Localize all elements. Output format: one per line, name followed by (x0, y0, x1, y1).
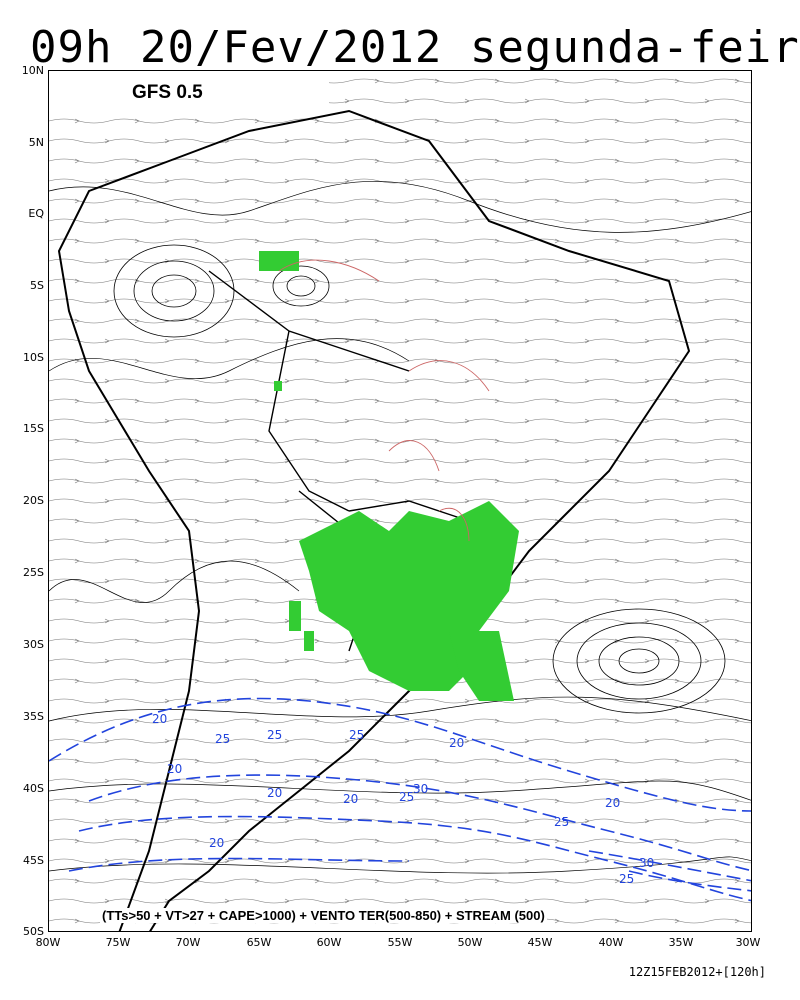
contour-label: 20 (449, 736, 464, 750)
lon-tick: 55W (387, 936, 413, 949)
lat-tick: 45S (23, 854, 44, 867)
vortex-north (113, 244, 330, 338)
lon-tick: 65W (246, 936, 272, 949)
contour-label: 20 (267, 786, 282, 800)
vortex-atlantic (552, 608, 726, 714)
lon-tick: 45W (527, 936, 553, 949)
contour-label: 25 (349, 728, 364, 742)
lon-tick: 70W (175, 936, 201, 949)
contour-label: 25 (399, 790, 414, 804)
map-legend: (TTs>50 + VT>27 + CAPE>1000) + VENTO TER… (100, 908, 547, 923)
lat-tick: 40S (23, 782, 44, 795)
lon-tick: 75W (105, 936, 131, 949)
lon-tick: 40W (598, 936, 624, 949)
lat-tick: EQ (28, 207, 44, 220)
run-timestamp: 12Z15FEB2012+[120h] (628, 965, 766, 979)
lon-tick: 80W (35, 936, 61, 949)
lat-tick: 25S (23, 566, 44, 579)
map-canvas: 20 25 20 25 25 20 20 20 25 30 20 25 30 2… (49, 71, 751, 931)
lat-tick: 10N (21, 64, 44, 77)
lat-tick: 5N (28, 136, 44, 149)
lat-tick: 50S (23, 925, 44, 938)
lat-tick: 35S (23, 710, 44, 723)
contour-label: 25 (215, 732, 230, 746)
lon-tick: 60W (316, 936, 342, 949)
contour-label: 25 (619, 872, 634, 886)
wind-contours (49, 697, 751, 902)
lat-tick: 20S (23, 494, 44, 507)
secondary-contours (278, 259, 490, 542)
contour-label: 30 (413, 782, 428, 796)
lon-tick: 50W (457, 936, 483, 949)
map-panel: 20 25 20 25 25 20 20 20 25 30 20 25 30 2… (48, 70, 752, 932)
contour-label: 30 (639, 856, 654, 870)
contour-label: 25 (267, 728, 282, 742)
lat-tick: 15S (23, 422, 44, 435)
contour-label: 25 (554, 815, 569, 829)
streamlines (49, 71, 751, 931)
lat-tick: 30S (23, 638, 44, 651)
lon-tick: 35W (668, 936, 694, 949)
contour-label: 20 (605, 796, 620, 810)
contour-label: 20 (152, 712, 167, 726)
lon-tick: 30W (735, 936, 761, 949)
south-america-coastline (57, 109, 691, 931)
lat-tick: 5S (30, 279, 44, 292)
lat-tick: 10S (23, 351, 44, 364)
country-borders (208, 270, 490, 652)
model-label: GFS 0.5 (132, 82, 203, 103)
contour-label-group: 20 25 20 25 25 20 20 20 25 30 20 25 30 2… (152, 712, 654, 886)
contour-label: 20 (343, 792, 358, 806)
contour-label: 20 (209, 836, 224, 850)
model-label-box: GFS 0.5 (49, 71, 329, 113)
contour-label: 20 (167, 762, 182, 776)
map-title: 09h 20/Fev/2012 segunda-feira (30, 22, 800, 73)
instability-areas (259, 251, 519, 701)
